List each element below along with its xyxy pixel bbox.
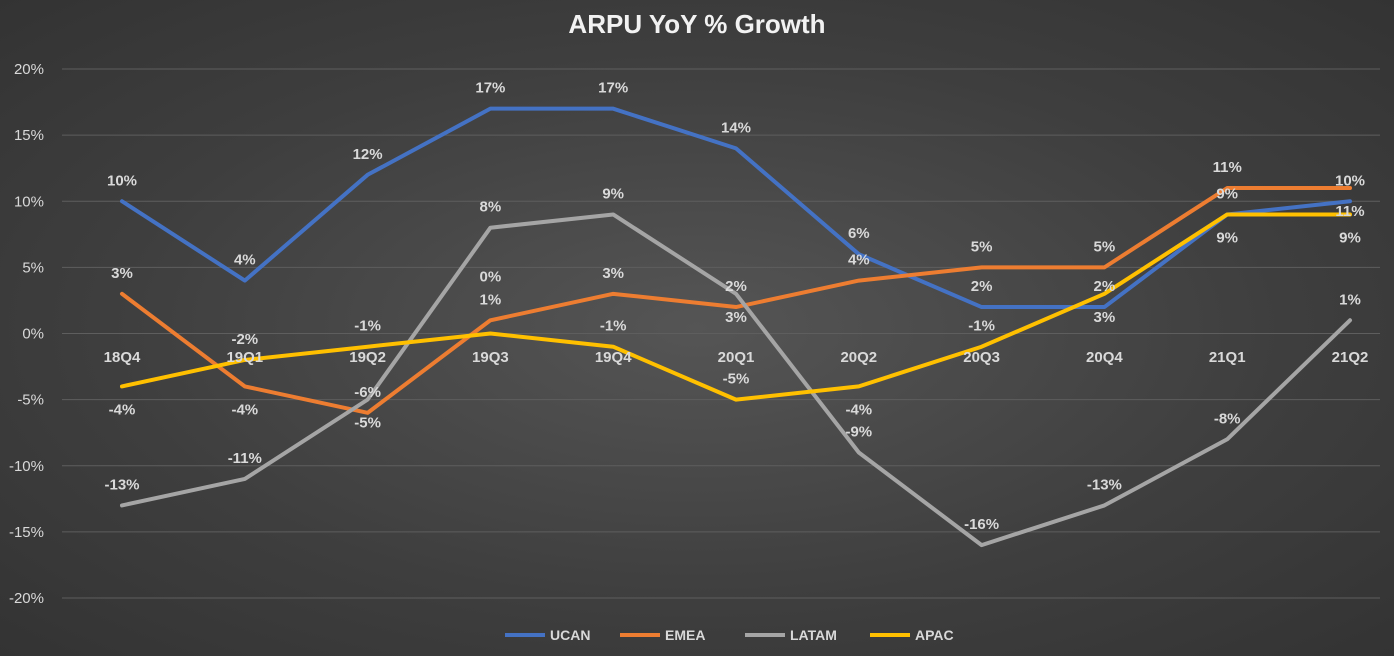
y-tick-label: 5% bbox=[22, 259, 44, 276]
legend-label-latam: LATAM bbox=[790, 627, 837, 643]
data-label-ucan: 17% bbox=[598, 80, 628, 97]
x-category-label: 19Q2 bbox=[349, 349, 386, 366]
data-label-latam: -13% bbox=[1087, 476, 1122, 493]
x-category-label: 20Q1 bbox=[718, 349, 755, 366]
x-category-label: 21Q2 bbox=[1332, 349, 1369, 366]
data-label-ucan: 12% bbox=[353, 146, 383, 163]
x-category-label: 20Q2 bbox=[840, 349, 877, 366]
data-label-latam: -5% bbox=[354, 415, 381, 432]
data-label-emea: 2% bbox=[725, 278, 747, 295]
y-tick-label: -5% bbox=[17, 392, 44, 409]
y-tick-label: 20% bbox=[14, 61, 44, 78]
y-tick-label: 15% bbox=[14, 127, 44, 144]
data-label-ucan: 14% bbox=[721, 119, 751, 136]
data-label-latam: -16% bbox=[964, 516, 999, 533]
data-label-apac: -1% bbox=[354, 318, 381, 335]
data-label-emea: 1% bbox=[480, 291, 502, 308]
x-category-label: 20Q4 bbox=[1086, 349, 1123, 366]
data-label-emea: 11% bbox=[1213, 159, 1242, 176]
data-label-emea: 11% bbox=[1335, 203, 1364, 220]
data-label-emea: 4% bbox=[848, 252, 870, 269]
x-category-label: 18Q4 bbox=[104, 349, 141, 366]
data-label-apac: -1% bbox=[968, 318, 995, 335]
legend-label-emea: EMEA bbox=[665, 627, 705, 643]
x-category-label: 19Q4 bbox=[595, 349, 632, 366]
data-label-emea: 3% bbox=[111, 265, 133, 282]
data-label-ucan: 10% bbox=[1335, 172, 1365, 189]
data-label-ucan: 2% bbox=[1094, 278, 1116, 295]
data-label-latam: -11% bbox=[228, 450, 262, 467]
data-label-apac: -1% bbox=[600, 318, 627, 335]
x-category-label: 19Q1 bbox=[226, 349, 263, 366]
data-label-latam: 8% bbox=[480, 199, 502, 216]
y-tick-label: -20% bbox=[9, 590, 44, 607]
y-tick-label: 0% bbox=[22, 326, 44, 343]
data-label-ucan: 4% bbox=[234, 252, 256, 269]
data-label-latam: 3% bbox=[725, 309, 747, 326]
data-label-emea: -4% bbox=[231, 401, 258, 418]
data-label-apac: 9% bbox=[1339, 229, 1361, 246]
data-label-emea: 5% bbox=[971, 238, 993, 255]
data-label-apac: 9% bbox=[1216, 229, 1238, 246]
data-label-emea: 3% bbox=[602, 265, 624, 282]
data-label-apac: -5% bbox=[723, 371, 750, 388]
x-category-label: 19Q3 bbox=[472, 349, 509, 366]
data-label-apac: 3% bbox=[1094, 309, 1116, 326]
y-tick-label: 10% bbox=[14, 193, 44, 210]
data-label-ucan: 10% bbox=[107, 172, 137, 189]
legend-label-ucan: UCAN bbox=[550, 627, 590, 643]
series-line-apac bbox=[120, 212, 1352, 402]
data-label-latam: 1% bbox=[1339, 291, 1361, 308]
data-label-latam: -8% bbox=[1214, 410, 1241, 427]
x-category-label: 20Q3 bbox=[963, 349, 1000, 366]
data-label-apac: 0% bbox=[480, 269, 502, 286]
data-label-emea: 5% bbox=[1094, 238, 1116, 255]
y-tick-label: -10% bbox=[9, 458, 44, 475]
chart-title: ARPU YoY % Growth bbox=[568, 9, 825, 39]
data-label-ucan: 6% bbox=[848, 225, 870, 242]
data-label-latam: -9% bbox=[845, 424, 872, 441]
series-line-latam bbox=[120, 212, 1352, 548]
data-label-ucan: 2% bbox=[971, 278, 993, 295]
data-label-apac: -4% bbox=[109, 401, 136, 418]
data-label-latam: -13% bbox=[104, 476, 139, 493]
data-label-emea: -6% bbox=[354, 384, 381, 401]
data-label-apac: -2% bbox=[231, 331, 258, 348]
data-label-ucan: 17% bbox=[475, 80, 505, 97]
data-label-ucan: 9% bbox=[1216, 185, 1238, 202]
series-line-emea bbox=[120, 186, 1352, 415]
legend-label-apac: APAC bbox=[915, 627, 954, 643]
data-label-latam: 9% bbox=[602, 185, 624, 202]
data-label-apac: -4% bbox=[845, 401, 872, 418]
y-tick-label: -15% bbox=[9, 524, 44, 541]
series-line-ucan bbox=[120, 106, 1352, 310]
x-category-label: 21Q1 bbox=[1209, 349, 1246, 366]
